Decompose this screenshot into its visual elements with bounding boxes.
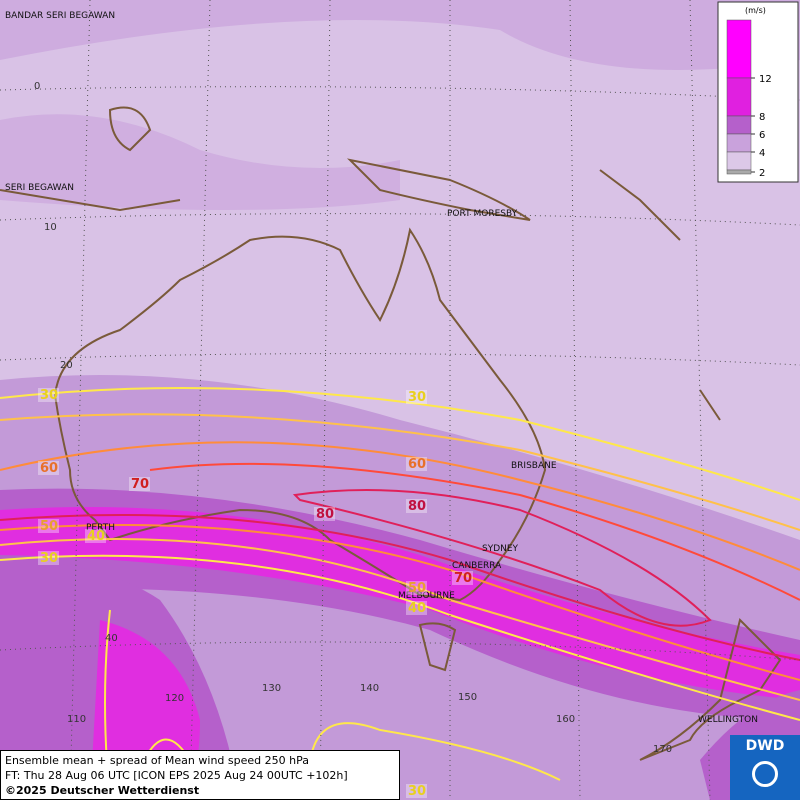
- contour-label: 30: [40, 388, 58, 403]
- footer-box: Ensemble mean + spread of Mean wind spee…: [0, 750, 400, 800]
- lon-label: 130: [262, 683, 281, 694]
- contour-label: 80: [408, 499, 426, 514]
- legend-swatch: [726, 115, 752, 135]
- jet-core: [0, 507, 800, 700]
- lat-label: 0: [34, 81, 40, 92]
- footer-line: FT: Thu 28 Aug 06 UTC [ICON EPS 2025 Aug…: [5, 769, 348, 782]
- new-guinea: [346, 158, 531, 221]
- place-label: BRISBANE: [511, 461, 557, 471]
- contours: [0, 386, 800, 801]
- contour-label-bg: [314, 507, 335, 521]
- logo-icon: [752, 761, 778, 787]
- contour-label: 80: [316, 507, 334, 522]
- footer-line: ©2025 Deutscher Wetterdienst: [5, 784, 200, 797]
- contour-label-bg: [38, 519, 59, 533]
- lon-label: 170: [653, 744, 672, 755]
- contour-label: 30: [408, 390, 426, 405]
- contour-label: 30: [40, 551, 58, 566]
- lon-label: 120: [165, 693, 184, 704]
- lon-label: 140: [360, 683, 379, 694]
- legend-swatch: [726, 19, 752, 79]
- logo: DWD: [730, 735, 800, 800]
- legend-tick-label: 12: [759, 74, 772, 85]
- legend-tick-label: 4: [759, 148, 765, 159]
- contour-label-bg: [38, 388, 59, 402]
- contour-label-bg: [85, 529, 106, 543]
- australia: [53, 227, 547, 602]
- contour-label-bg: [406, 457, 427, 471]
- lon-label: 110: [67, 714, 86, 725]
- spread-area: [0, 0, 800, 70]
- island: [108, 106, 152, 152]
- legend-swatch: [726, 151, 752, 171]
- place-label: WELLINGTON: [698, 715, 758, 725]
- contour-label-bg: [406, 601, 427, 615]
- islands: [699, 389, 721, 421]
- contour-label-bg: [38, 551, 59, 565]
- logo-text: DWD: [745, 738, 785, 754]
- legend-swatch: [726, 133, 752, 153]
- contour-label: 60: [408, 457, 426, 472]
- contour-label: 70: [131, 477, 149, 492]
- place-label: SYDNEY: [482, 544, 519, 554]
- place-label: PORT MORESBY: [447, 209, 518, 219]
- contour-label-bg: [406, 784, 427, 798]
- lat-label: 20: [60, 360, 73, 371]
- lat-label: 40: [105, 633, 118, 644]
- contour-label: 40: [408, 601, 426, 616]
- islands: [0, 189, 181, 212]
- contour-label: 50: [408, 581, 426, 596]
- contour-label: 50: [40, 519, 58, 534]
- contour-label-bg: [406, 390, 427, 404]
- place-label: PERTH: [86, 523, 115, 533]
- legend-unit: (m/s): [745, 6, 766, 15]
- contour-label-bg: [406, 581, 427, 595]
- legend-tick-label: 2: [759, 168, 765, 179]
- new-zealand: [639, 618, 782, 761]
- legend-swatch: [726, 169, 752, 175]
- legend-swatch: [726, 77, 752, 117]
- islands: [599, 169, 681, 241]
- contour-label-bg: [452, 571, 473, 585]
- tasmania: [418, 622, 457, 672]
- lon-label: 150: [458, 692, 477, 703]
- place-label: MELBOURNE: [398, 591, 455, 601]
- legend-tick-label: 8: [759, 112, 765, 123]
- contour-label: 40: [87, 529, 105, 544]
- lon-label: 160: [556, 714, 575, 725]
- contour-label-bg: [406, 499, 427, 513]
- place-label: CANBERRA: [452, 561, 502, 571]
- place-label: BANDAR SERI BEGAWAN: [5, 11, 115, 21]
- place-label: SERI BEGAWAN: [5, 183, 74, 193]
- contour-label: 30: [408, 784, 426, 799]
- contour-label-bg: [129, 477, 150, 491]
- spread-area: [0, 114, 400, 210]
- footer-line: Ensemble mean + spread of Mean wind spee…: [5, 754, 309, 767]
- contour-label: 70: [454, 571, 472, 586]
- contour-label: 60: [40, 461, 58, 476]
- coastlines: [0, 106, 782, 761]
- legend-tick-label: 6: [759, 130, 765, 141]
- contour-label-bg: [38, 461, 59, 475]
- lat-label: 10: [44, 222, 57, 233]
